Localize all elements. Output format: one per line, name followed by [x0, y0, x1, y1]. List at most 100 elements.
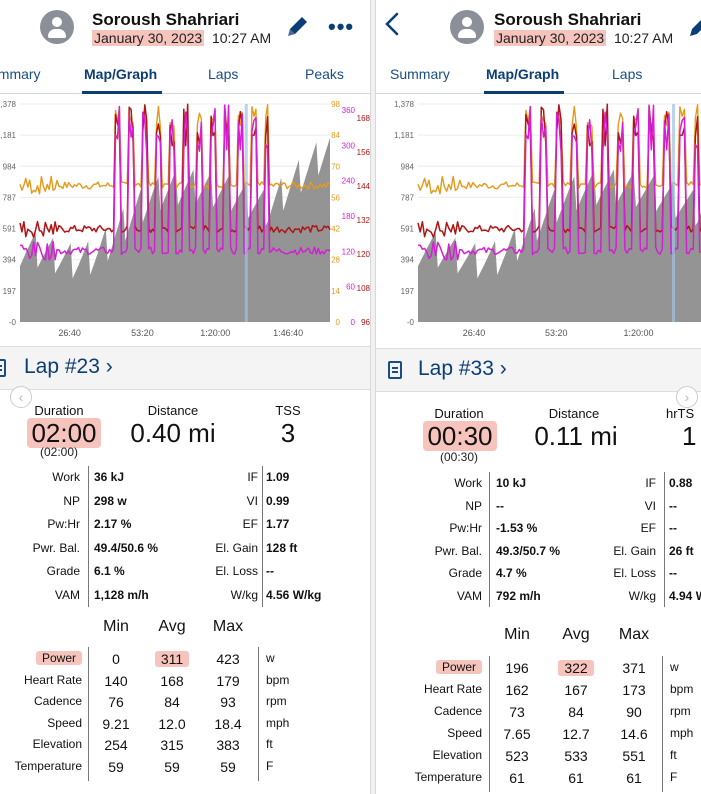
table-row-label: Speed — [47, 715, 82, 730]
table-unit: mph — [266, 715, 290, 730]
table-row-label: Temperature — [14, 759, 82, 773]
table-divider — [662, 656, 663, 792]
metric-value: -- — [496, 498, 504, 513]
table-cell-min: 523 — [505, 748, 529, 764]
next-lap-icon[interactable]: › — [676, 386, 698, 408]
tab-summary[interactable]: ummary — [0, 66, 41, 82]
tab-laps[interactable]: Laps — [612, 66, 643, 82]
user-name: Soroush Shahriari — [92, 10, 240, 29]
tab-map-graph[interactable]: Map/Graph — [486, 66, 560, 82]
graph-svg[interactable]: 1,378 1,181 984 787 591 394 197 -0 26:40 53:20 1:2… — [376, 96, 701, 346]
metric-label: El. Loss — [215, 564, 258, 578]
workout-graph[interactable]: 1,378 1,181 984 787 591 394 197 -0 26:40 53:20 1:2… — [376, 96, 701, 346]
metric-label: EF — [242, 517, 258, 531]
workout-date: January 30, 2023 — [494, 30, 607, 46]
tab-bar: ummary Map/Graph Laps Peaks — [0, 58, 370, 94]
duration-value: 00:30 — [410, 421, 510, 452]
table-cell-avg: 12.0 — [158, 715, 186, 732]
y-axis-tick-label: 984 — [401, 162, 415, 171]
x-axis-tick-label: 26:40 — [58, 328, 81, 338]
pencil-icon[interactable] — [284, 14, 310, 40]
y-axis-tick-label: 14 — [331, 287, 340, 296]
tab-map-graph[interactable]: Map/Graph — [84, 66, 158, 82]
metric-value: 1.77 — [266, 517, 290, 531]
table-cell-max: 18.4 — [214, 715, 242, 732]
table-divider — [88, 647, 89, 781]
table-unit: rpm — [670, 704, 691, 718]
table-header-max: Max — [618, 626, 650, 643]
y-axis-tick-label: 984 — [3, 162, 17, 171]
graph-svg[interactable]: 1,378 1,181 984 787 591 394 197 -0 26:40 53:20 1:2… — [0, 96, 370, 346]
y-axis-tick-label: 60 — [346, 283, 355, 292]
workout-date-time: January 30, 2023 10:27 AM — [494, 30, 673, 46]
metric-value: 36 kJ — [94, 470, 125, 484]
metric-value: -1.53 % — [496, 521, 538, 535]
table-cell-avg: 61 — [568, 770, 584, 786]
metric-value: 298 w — [94, 493, 127, 508]
metric-value: -- — [669, 498, 677, 513]
y-axis-tick-label: 0 — [351, 318, 356, 327]
x-axis-tick-label: 53:20 — [545, 328, 568, 338]
table-cell-max: 93 — [220, 694, 236, 711]
y-axis-tick-label: 28 — [331, 256, 340, 265]
y-axis-tick-label: 120 — [342, 247, 356, 256]
table-cell-min: 140 — [104, 672, 128, 689]
lap-title[interactable]: Lap #23 › — [24, 355, 113, 378]
x-axis-tick-label: 26:40 — [463, 328, 486, 338]
pencil-icon[interactable] — [686, 14, 701, 40]
y-axis-tick-label: 197 — [401, 287, 415, 296]
clipboard-icon — [388, 361, 402, 379]
prev-lap-icon[interactable]: ‹ — [10, 386, 32, 408]
workout-date: January 30, 2023 — [92, 30, 205, 46]
metric-divider — [489, 472, 490, 607]
workout-graph[interactable]: 1,378 1,181 984 787 591 394 197 -0 26:40 53:20 1:2… — [0, 96, 370, 346]
lap-header[interactable]: Lap #23 › — [0, 346, 370, 390]
more-dots-icon[interactable]: ••• — [328, 14, 355, 39]
y-axis-tick-label: 0 — [336, 318, 341, 327]
metric-label: Pwr. Bal. — [32, 540, 80, 555]
metric-value: 2.17 % — [94, 517, 132, 531]
lap-title[interactable]: Lap #33 › — [418, 357, 507, 380]
y-axis-tick-label: 1,181 — [394, 131, 415, 140]
metric-value: -- — [669, 521, 677, 535]
table-row-label: Cadence — [433, 704, 482, 718]
table-header-avg: Avg — [158, 618, 186, 635]
workout-header: Soroush Shahriari January 30, 2023 10:27… — [376, 0, 701, 58]
metric-label: Grade — [448, 566, 482, 580]
metric-label: W/kg — [230, 587, 258, 602]
y-axis-tick-label: 787 — [401, 193, 415, 202]
x-axis-tick-label: 1:46:40 — [273, 328, 303, 338]
metric-label: Pw:Hr — [47, 517, 80, 531]
duration-label: Duration — [434, 406, 484, 421]
y-axis-tick-label: 144 — [357, 182, 370, 191]
tab-bar: Summary Map/Graph Laps — [376, 58, 701, 94]
lap-header[interactable]: Lap #33 › — [376, 348, 701, 392]
avatar[interactable] — [40, 10, 74, 44]
table-row-label: Cadence — [33, 694, 82, 709]
tab-summary[interactable]: Summary — [390, 66, 450, 82]
table-cell-avg: 315 — [160, 737, 184, 754]
table-cell-max: 423 — [216, 651, 240, 667]
power-line — [19, 104, 331, 261]
table-cell-avg: 84 — [568, 704, 584, 720]
y-axis-tick-label: 1,378 — [0, 100, 17, 109]
avatar[interactable] — [450, 10, 484, 44]
tab-laps[interactable]: Laps — [208, 66, 239, 82]
y-axis-tick-label: 120 — [357, 250, 370, 259]
y-axis-tick-label: 168 — [357, 114, 370, 123]
right-workout-panel: Soroush Shahriari January 30, 2023 10:27… — [376, 0, 701, 794]
table-unit: mph — [670, 726, 694, 740]
table-row-label: Elevation — [32, 737, 82, 752]
y-axis-tick-label: 42 — [331, 225, 340, 234]
metric-value: 6.1 % — [94, 564, 125, 578]
distance-value: 0.40 mi — [130, 418, 216, 448]
x-axis-tick-label: 1:20:00 — [623, 328, 653, 338]
back-chevron-icon[interactable] — [382, 10, 402, 38]
tab-peaks[interactable]: Peaks — [305, 66, 344, 82]
duration-label: Duration — [34, 403, 84, 418]
y-axis-tick-label: 108 — [357, 284, 370, 293]
metric-label: Work — [52, 470, 80, 484]
table-header-min: Min — [504, 626, 530, 643]
table-divider — [489, 656, 490, 792]
distance-value: 0.11 mi — [534, 421, 618, 451]
